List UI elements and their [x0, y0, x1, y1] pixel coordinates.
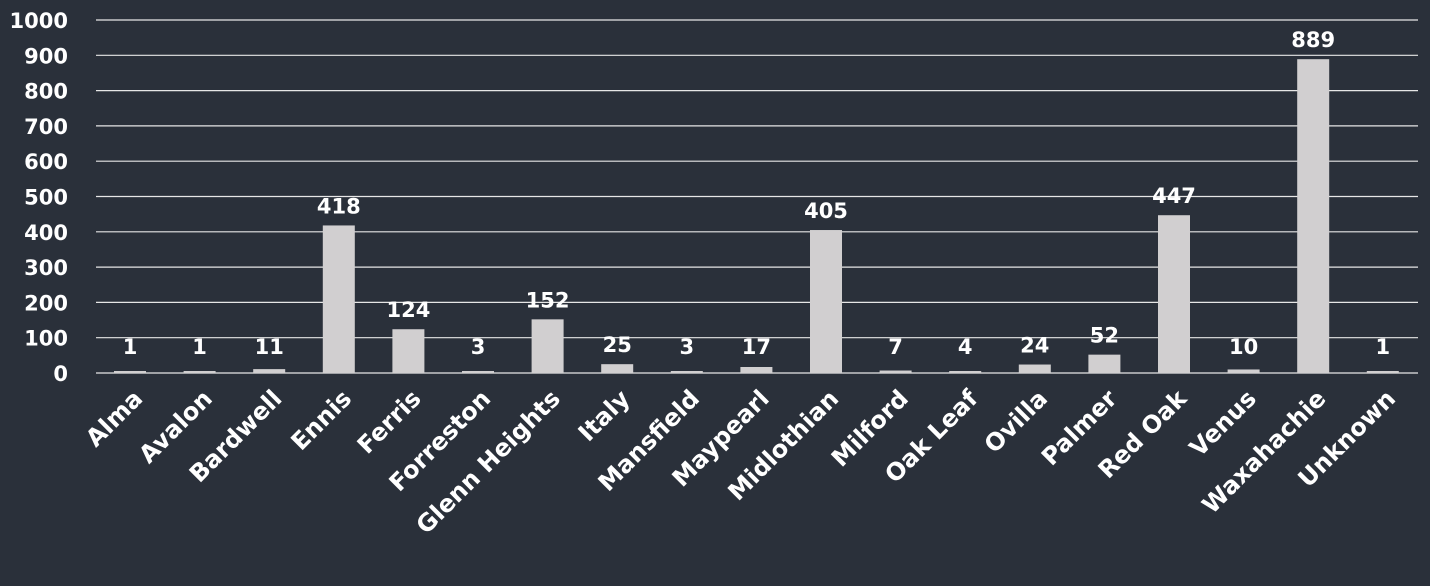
bar	[462, 371, 494, 373]
data-label: 24	[1020, 334, 1049, 358]
bar	[670, 371, 703, 373]
data-label: 124	[386, 298, 430, 322]
data-label: 889	[1291, 28, 1335, 52]
data-label: 405	[804, 199, 848, 223]
y-tick-label: 1000	[10, 9, 68, 33]
data-label: 418	[317, 194, 361, 218]
bar	[879, 370, 912, 373]
y-tick-label: 800	[24, 80, 68, 104]
y-tick-label: 900	[24, 44, 68, 68]
y-tick-label: 300	[24, 256, 68, 280]
y-tick-label: 500	[24, 186, 68, 210]
bar	[810, 230, 842, 373]
bar	[1018, 364, 1051, 373]
data-label: 11	[255, 335, 284, 359]
bar	[1088, 354, 1121, 373]
bar	[949, 371, 982, 373]
y-tick-label: 100	[24, 327, 68, 351]
bar	[601, 364, 634, 373]
bar	[114, 371, 146, 373]
data-label: 152	[526, 288, 570, 312]
data-label: 25	[603, 333, 632, 357]
data-label: 1	[192, 335, 207, 359]
bar	[392, 329, 425, 373]
bar	[1227, 369, 1260, 373]
bars	[114, 59, 1399, 374]
data-label: 3	[471, 335, 486, 359]
bar	[531, 319, 564, 373]
y-tick-label: 700	[24, 115, 68, 139]
data-label: 17	[742, 335, 771, 359]
y-axis-tick-labels: 0 100 200 300 400 500 600 700 800 900 1000	[10, 9, 68, 386]
gridlines	[96, 19, 1418, 374]
y-tick-label: 600	[24, 150, 68, 174]
bar	[253, 369, 286, 373]
data-label: 4	[958, 335, 973, 359]
y-tick-label: 0	[53, 362, 68, 386]
bar	[740, 366, 773, 373]
data-label: 10	[1229, 335, 1258, 359]
data-label: 1	[1375, 335, 1390, 359]
bar	[1297, 59, 1330, 374]
data-label: 7	[888, 335, 903, 359]
bar	[1158, 215, 1190, 373]
bar	[183, 371, 216, 373]
y-tick-label: 400	[24, 221, 68, 245]
data-label: 1	[123, 335, 138, 359]
data-label: 447	[1152, 184, 1196, 208]
bar	[1366, 371, 1399, 373]
data-label: 3	[679, 335, 694, 359]
bar	[322, 225, 355, 373]
y-tick-label: 200	[24, 291, 68, 315]
data-label: 52	[1090, 324, 1119, 348]
